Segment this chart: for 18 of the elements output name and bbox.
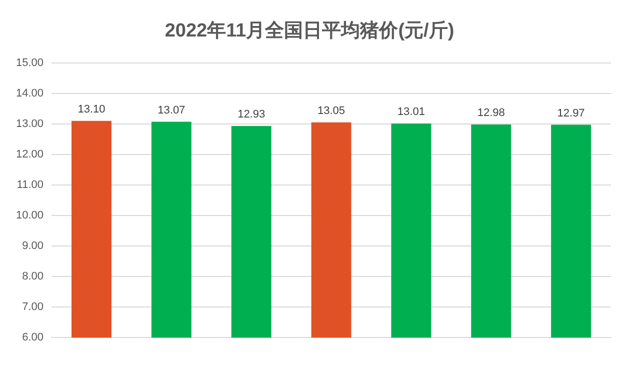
- y-tick-label: 12.00: [16, 148, 44, 160]
- data-label: 12.93: [238, 108, 266, 121]
- data-label: 12.98: [477, 107, 505, 120]
- chart-title: 2022年11月全国日平均猪价(元/斤): [164, 20, 454, 42]
- y-tick-label: 7.00: [22, 301, 44, 314]
- y-tick-label: 10.00: [16, 210, 44, 222]
- y-tick-label: 14.00: [16, 87, 44, 100]
- y-tick-label: 9.00: [22, 240, 44, 252]
- y-tick-label: 15.00: [16, 56, 44, 69]
- data-label: 12.97: [557, 107, 585, 120]
- data-label: 13.01: [397, 106, 425, 118]
- y-tick-label: 8.00: [22, 270, 44, 283]
- y-tick-label: 11.00: [16, 178, 44, 191]
- data-label: 13.10: [78, 103, 106, 116]
- data-label: 13.07: [158, 104, 186, 116]
- y-tick-label: 13.00: [16, 118, 44, 130]
- y-tick-label: 6.00: [22, 332, 44, 344]
- data-label: 13.05: [318, 104, 346, 117]
